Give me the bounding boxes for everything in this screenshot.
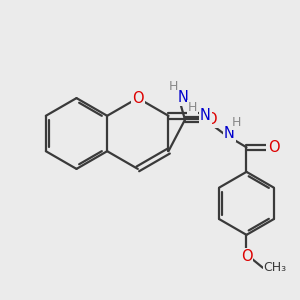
Text: O: O [241,249,252,264]
Text: N: N [200,108,211,123]
Text: CH₃: CH₃ [264,261,287,274]
Text: O: O [268,140,279,155]
Text: H: H [169,80,178,93]
Text: H: H [232,116,241,129]
Text: O: O [206,112,217,127]
Text: N: N [177,90,188,105]
Text: H: H [188,100,197,114]
Text: N: N [224,126,235,141]
Text: O: O [132,91,144,106]
